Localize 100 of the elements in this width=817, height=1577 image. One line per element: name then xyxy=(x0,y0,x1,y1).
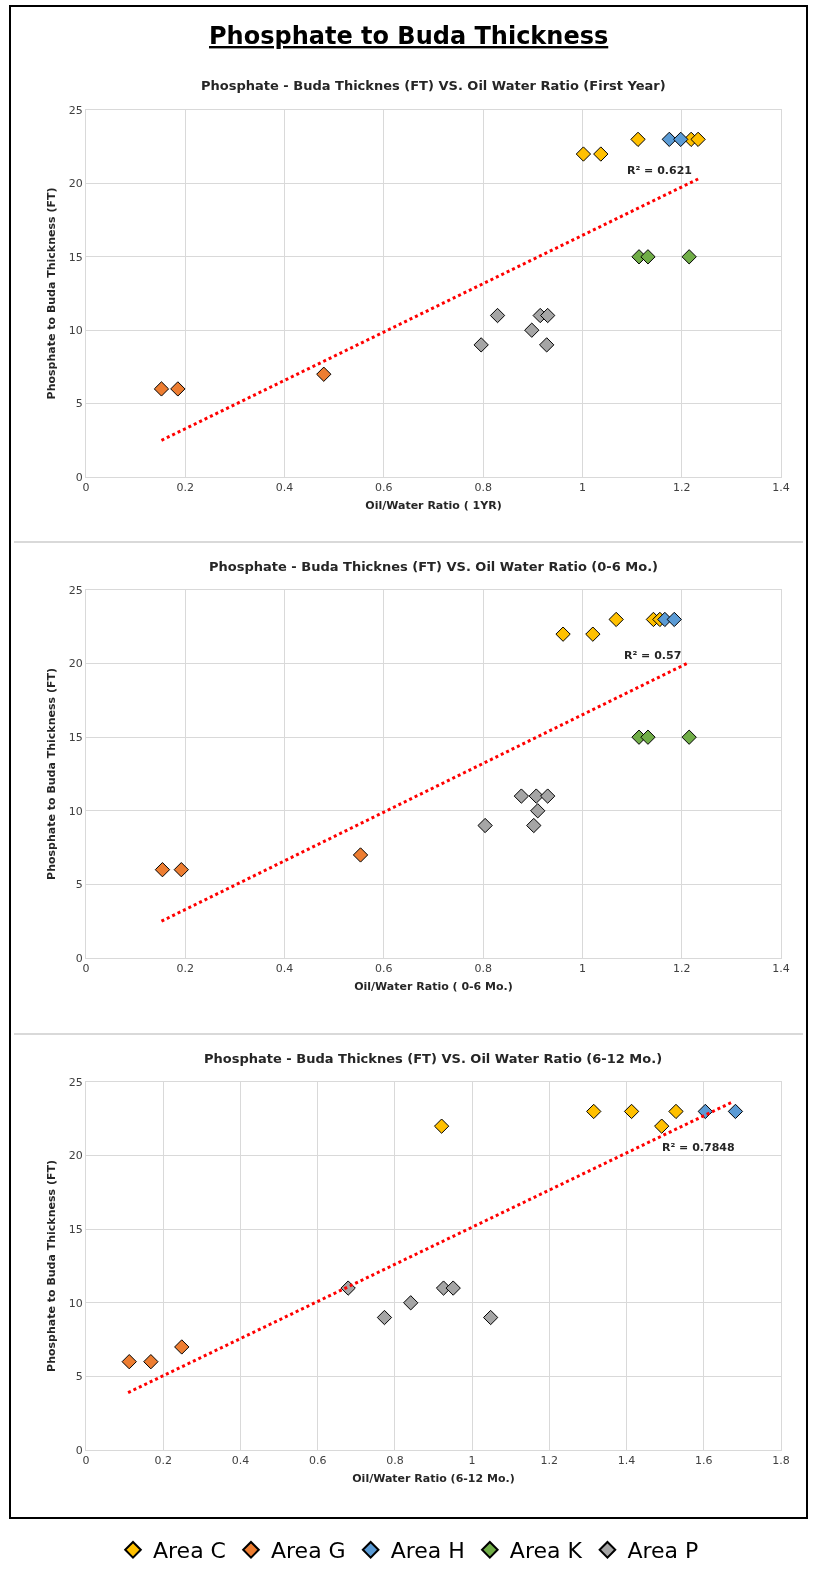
point xyxy=(681,729,697,745)
point xyxy=(143,1354,159,1370)
x-tick-label: 1.4 xyxy=(772,481,790,495)
y-tick-label: 25 xyxy=(68,103,83,117)
chart-subtitle: Phosphate - Buda Thicknes (FT) VS. Oil Water Ratio (First Year) xyxy=(201,78,666,93)
point xyxy=(174,1339,190,1355)
point xyxy=(526,817,542,834)
point xyxy=(477,817,493,834)
point xyxy=(555,626,571,642)
point xyxy=(593,146,609,162)
annotation: R² = 0.7848 xyxy=(662,1141,735,1154)
point xyxy=(608,611,624,628)
y-tick-label: 15 xyxy=(68,1223,83,1237)
point xyxy=(403,1295,419,1311)
point xyxy=(668,1103,684,1120)
x-tick-label: 0.2 xyxy=(176,962,195,976)
y-tick-label: 0 xyxy=(75,951,83,965)
legend-label: Area K xyxy=(509,1538,583,1564)
chart-title: Phosphate - Buda Thicknes (FT) VS. Oil Water Ratio (6-12 Mo.) xyxy=(204,1051,663,1066)
point xyxy=(727,1103,744,1120)
x-tick-label: 1.2 xyxy=(540,1454,559,1468)
x-tick-label: 0.2 xyxy=(176,481,195,495)
x-tick-label: 0.4 xyxy=(275,962,294,976)
point xyxy=(640,249,656,265)
point xyxy=(654,1118,670,1134)
point xyxy=(121,1354,137,1370)
x-tick-label: 1 xyxy=(578,481,586,495)
chart-title: Phosphate - Buda Thicknes (FT) VS. Oil Water Ratio (0-6 Mo.) xyxy=(209,559,659,574)
x-tick-label: 1.4 xyxy=(617,1454,636,1468)
y-tick-label: 0 xyxy=(75,1443,83,1457)
x-tick-label: 0.2 xyxy=(154,1454,172,1468)
x-tick-label: 0.4 xyxy=(231,1454,250,1468)
y-tick-label: 0 xyxy=(75,470,83,484)
y-tick-label: 20 xyxy=(68,1149,83,1163)
x-axis-title: Oil/Water Ratio (6-12 Mo.) xyxy=(352,1472,515,1486)
point xyxy=(445,1280,461,1296)
x-tick-label: 1 xyxy=(578,962,586,976)
point xyxy=(524,322,540,338)
x-tick-label: 0.8 xyxy=(474,962,492,976)
point xyxy=(513,788,530,804)
y-tick-label: 5 xyxy=(75,1370,83,1384)
y-tick-label: 5 xyxy=(75,397,83,411)
x-tick-label: 0.6 xyxy=(375,481,393,495)
point xyxy=(173,862,189,878)
point xyxy=(376,1309,393,1326)
point xyxy=(316,366,332,382)
x-tick-label: 0.6 xyxy=(375,962,393,976)
point xyxy=(585,626,601,642)
annotation: R² = 0.57 xyxy=(624,649,682,662)
point xyxy=(473,337,489,353)
point xyxy=(540,788,556,804)
y-tick-label: 20 xyxy=(68,177,83,191)
annotation: R² = 0.621 xyxy=(627,164,692,177)
y-axis-title: Phosphate to Buda Thickness (FT) xyxy=(45,187,59,400)
x-tick-label: 0.4 xyxy=(275,481,294,495)
point xyxy=(489,307,506,324)
x-tick-label: 0.6 xyxy=(308,1454,327,1468)
point xyxy=(661,131,677,148)
x-tick-label: 1.6 xyxy=(695,1454,713,1468)
point xyxy=(482,1309,499,1326)
point xyxy=(666,611,682,628)
y-axis-title: Phosphate to Buda Thickness (FT) xyxy=(45,668,59,880)
point xyxy=(539,337,555,353)
x-tick-label: 1.4 xyxy=(772,962,790,976)
point xyxy=(433,1118,450,1134)
point xyxy=(690,131,706,148)
x-tick-label: 0.8 xyxy=(474,481,492,495)
x-axis-title: Oil/Water Ratio ( 1YR) xyxy=(365,499,502,513)
y-tick-label: 15 xyxy=(68,250,83,264)
point xyxy=(640,729,656,745)
point xyxy=(575,146,592,162)
point xyxy=(586,1103,602,1120)
y-axis-title: Phosphate to Buda Thickness (FT) xyxy=(45,1160,59,1372)
point xyxy=(681,249,697,265)
y-tick-label: 10 xyxy=(68,324,83,338)
x-tick-label: 1.2 xyxy=(672,481,691,495)
point xyxy=(528,788,544,804)
y-tick-label: 5 xyxy=(75,878,83,892)
y-tick-label: 25 xyxy=(68,583,83,597)
point xyxy=(623,1103,640,1120)
point xyxy=(352,847,369,863)
y-tick-label: 10 xyxy=(68,1296,83,1310)
point xyxy=(630,131,646,148)
legend-label: Area C xyxy=(153,1538,226,1564)
chart-title: Phosphate to Buda Thickness xyxy=(209,22,609,50)
point xyxy=(154,862,171,878)
x-tick-label: 1.2 xyxy=(672,962,691,976)
legend-label: Area G xyxy=(270,1538,346,1564)
point xyxy=(530,803,546,819)
legend-label: Area P xyxy=(627,1538,699,1564)
point xyxy=(170,381,186,397)
x-tick-label: 0.8 xyxy=(386,1454,404,1468)
x-tick-label: 1.8 xyxy=(772,1454,790,1468)
x-axis-title: Oil/Water Ratio ( 0-6 Mo.) xyxy=(354,980,513,994)
point xyxy=(540,307,556,324)
y-tick-label: 15 xyxy=(68,731,83,745)
x-tick-label: 1 xyxy=(468,1454,476,1468)
point xyxy=(673,131,689,148)
y-tick-label: 25 xyxy=(68,1075,83,1089)
legend-label: Area H xyxy=(390,1538,465,1564)
